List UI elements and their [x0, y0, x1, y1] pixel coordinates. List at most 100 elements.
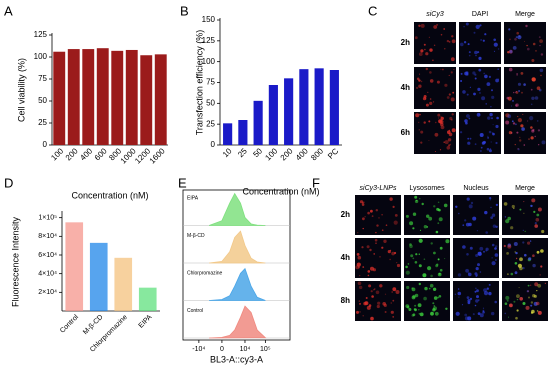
cell-dot [462, 90, 466, 94]
column-header: Nucleus [463, 185, 489, 192]
cell-dot [476, 289, 479, 293]
cell-dot [460, 131, 463, 134]
cell-dot [513, 242, 518, 246]
cell-dot [494, 253, 499, 257]
row-label: 2h [341, 210, 350, 219]
cell-dot [513, 91, 515, 94]
cell-dot [515, 251, 518, 255]
cell-dot [519, 297, 523, 301]
cell-dot [519, 208, 522, 211]
cell-dot [495, 203, 499, 207]
bar [125, 49, 138, 145]
cell-dot [507, 244, 512, 249]
cell-dot [511, 120, 514, 123]
cell-dot [419, 198, 421, 200]
cell-dot [371, 215, 374, 218]
cell-dot [516, 298, 519, 301]
cell-dot [532, 254, 535, 257]
cell-dot [414, 293, 419, 298]
cell-dot [466, 296, 470, 299]
cell-dot [525, 305, 530, 310]
cell-dot [536, 120, 539, 122]
panel-label: F [312, 175, 320, 190]
cell-dot [420, 130, 424, 134]
cell-dot [491, 95, 495, 99]
cell-dot [478, 299, 480, 301]
plot-frame [182, 189, 291, 341]
cell-dot [480, 251, 482, 253]
cell-dot [491, 213, 496, 217]
cell-dot [423, 95, 427, 98]
cell-dot [485, 103, 487, 105]
bar [314, 68, 324, 145]
cell-dot [475, 287, 477, 290]
cell-dot [449, 116, 453, 121]
cell-dot [448, 74, 450, 76]
column-header: siCy3-LNPs [360, 185, 397, 192]
x-axis-label: Concentration (nM) [242, 186, 319, 196]
cell-dot [382, 302, 387, 306]
bar [154, 54, 167, 145]
cell-dot [415, 113, 420, 118]
cell-dot [534, 282, 539, 287]
cell-dot [537, 310, 542, 315]
x-tick-label: M-β-CD [82, 314, 104, 336]
cell-dot [504, 312, 507, 315]
cell-dot [466, 93, 469, 96]
cell-dot [530, 204, 533, 208]
cell-dot [460, 72, 463, 75]
cell-dot [504, 302, 508, 306]
cell-dot [356, 310, 359, 314]
cell-dot [526, 290, 529, 293]
cell-dot [464, 316, 469, 321]
cell-dot [534, 224, 538, 228]
cell-dot [362, 266, 364, 268]
cell-dot [505, 219, 510, 224]
cell-dot [489, 112, 493, 117]
cell-dot [536, 250, 540, 254]
cell-dot [430, 311, 434, 316]
panel-label: B [180, 3, 189, 18]
x-tick-label: -10⁴ [192, 346, 205, 353]
cell-dot [362, 315, 364, 317]
cell-dot [530, 301, 534, 304]
density-curve [209, 305, 267, 339]
cell-dot [515, 91, 519, 94]
cell-dot [449, 143, 451, 145]
cell-dot [517, 263, 523, 268]
cell-dot [464, 219, 467, 222]
x-tick-label: 400 [78, 146, 94, 162]
cell-dot [429, 79, 434, 83]
cell-dot [496, 116, 499, 120]
cell-dot [487, 135, 489, 137]
cell-dot [389, 258, 391, 261]
cell-dot [448, 93, 451, 96]
cell-dot [455, 311, 460, 316]
cell-dot [381, 214, 383, 216]
cell-dot [490, 216, 494, 220]
cell-dot [419, 113, 421, 116]
cell-dot [356, 262, 361, 267]
cell-dot [390, 310, 394, 314]
cell-dot [488, 130, 492, 134]
cell-dot [457, 288, 460, 290]
cell-dot [389, 249, 392, 252]
cell-dot [540, 265, 543, 268]
cell-dot [392, 205, 395, 208]
cell-dot [448, 144, 451, 147]
cell-dot [468, 54, 471, 57]
cell-dot [379, 284, 383, 288]
cell-dot [531, 59, 535, 62]
cell-dot [503, 202, 508, 206]
bar [67, 49, 80, 145]
cell-dot [524, 40, 525, 42]
micrograph [502, 281, 548, 321]
cell-dot [451, 35, 454, 38]
cell-dot [475, 54, 477, 57]
x-tick-label: 10⁵ [260, 346, 271, 353]
cell-dot [433, 44, 436, 46]
cell-dot [414, 199, 419, 204]
cell-dot [467, 316, 472, 321]
cell-dot [484, 74, 488, 79]
cell-dot [359, 285, 363, 290]
